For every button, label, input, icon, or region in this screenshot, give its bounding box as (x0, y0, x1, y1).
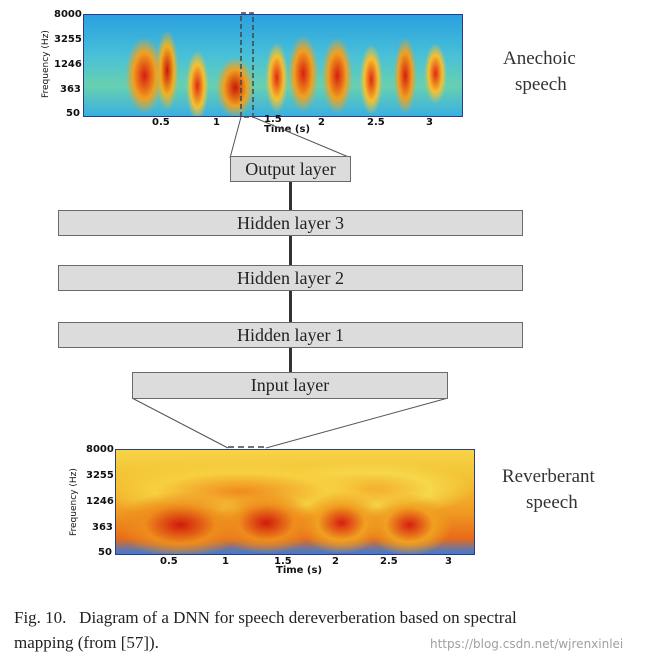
reverberant-ytick: 50 (98, 547, 112, 558)
anechoic-ytick: 8000 (54, 9, 82, 20)
figure-caption: Fig. 10. Diagram of a DNN for speech der… (14, 605, 659, 655)
reverberant-side-label-line1: Reverberant (502, 466, 595, 487)
reverberant-xtick: 1 (222, 556, 229, 567)
reverberant-side-label: Reverberant speech (502, 464, 595, 516)
input-to-window-line-right (265, 397, 449, 449)
anechoic-ytick: 50 (66, 108, 80, 119)
reverberant-ytick: 363 (92, 522, 113, 533)
anechoic-xtick: 2.5 (367, 117, 385, 128)
reverberant-ytick: 1246 (86, 496, 114, 507)
reverberant-xtick: 0.5 (160, 556, 178, 567)
watermark-text: https://blog.csdn.net/wjrenxinlei (430, 637, 624, 651)
anechoic-frame-window (240, 12, 254, 118)
output-to-hidden3-connector (289, 181, 292, 211)
input-to-window-line-left (131, 397, 229, 449)
hidden3-to-hidden2-connector (289, 235, 292, 266)
reverberant-ylabel: Frequency (Hz) (69, 468, 79, 536)
reverberant-xtick: 2 (332, 556, 339, 567)
anechoic-xtick: 3 (426, 117, 433, 128)
reverberant-xlabel: Time (s) (276, 565, 323, 576)
window-to-output-line-right (252, 116, 352, 159)
hidden-layer-3-box: Hidden layer 3 (58, 210, 523, 236)
hidden-layer-1-box: Hidden layer 1 (58, 322, 523, 348)
anechoic-xtick: 1.5 (264, 114, 282, 125)
anechoic-xtick: 0.5 (152, 117, 170, 128)
reverberant-xtick: 1.5 (274, 556, 292, 567)
hidden-layer-2-box: Hidden layer 2 (58, 265, 523, 291)
anechoic-xtick: 2 (318, 117, 325, 128)
anechoic-side-label: Anechoic speech (503, 46, 576, 98)
anechoic-ytick: 1246 (54, 59, 82, 70)
hidden2-to-hidden1-connector (289, 290, 292, 323)
output-layer-box: Output layer (230, 156, 351, 182)
reverberant-spectrogram-image (115, 449, 475, 555)
anechoic-ytick: 363 (60, 84, 81, 95)
anechoic-xtick: 1 (213, 117, 220, 128)
hidden1-to-input-connector (289, 347, 292, 373)
anechoic-ytick: 3255 (54, 34, 82, 45)
figure-caption-line2: mapping (from [57]). (14, 633, 159, 652)
reverberant-xtick: 2.5 (380, 556, 398, 567)
anechoic-side-label-line1: Anechoic (503, 48, 576, 69)
anechoic-side-label-line2: speech (515, 74, 567, 95)
anechoic-spectrogram-image (83, 14, 463, 117)
reverberant-ytick: 3255 (86, 470, 114, 481)
reverberant-side-label-line2: speech (526, 492, 578, 513)
figure-caption-line1: Fig. 10. Diagram of a DNN for speech der… (14, 608, 517, 627)
input-layer-box: Input layer (132, 372, 448, 399)
reverberant-ytick: 8000 (86, 444, 114, 455)
window-to-output-line-left (229, 116, 242, 159)
reverberant-xtick: 3 (445, 556, 452, 567)
anechoic-xlabel: Time (s) (264, 124, 311, 135)
